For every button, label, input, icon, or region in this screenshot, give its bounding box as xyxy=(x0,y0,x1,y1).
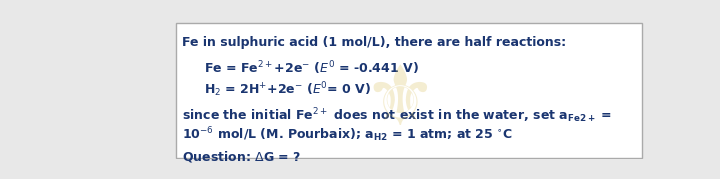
Text: Fe = Fe$^{2+}$+2e$^{-}$ ($E^{0}$ = -0.441 V): Fe = Fe$^{2+}$+2e$^{-}$ ($E^{0}$ = -0.44… xyxy=(204,59,419,77)
Text: Fe in sulphuric acid (1 mol/L), there are half reactions:: Fe in sulphuric acid (1 mol/L), there ar… xyxy=(182,36,566,49)
Text: 10$^{-6}$ mol/L (M. Pourbaix); a$_{\mathregular{H2}}$ = 1 atm; at 25 $^{\circ}$C: 10$^{-6}$ mol/L (M. Pourbaix); a$_{\math… xyxy=(182,125,513,144)
Text: ⚜: ⚜ xyxy=(362,61,437,142)
Text: ☄: ☄ xyxy=(424,101,426,102)
Text: Question: $\Delta$G = ?: Question: $\Delta$G = ? xyxy=(182,149,301,164)
Text: H$_{2}$ = 2H$^{+}$+2e$^{-}$ ($E^{0}$= 0 V): H$_{2}$ = 2H$^{+}$+2e$^{-}$ ($E^{0}$= 0 … xyxy=(204,80,372,99)
FancyBboxPatch shape xyxy=(176,23,642,158)
Text: since the initial Fe$^{2+}$ does not exist in the water, set a$_{\mathregular{Fe: since the initial Fe$^{2+}$ does not exi… xyxy=(182,106,612,125)
